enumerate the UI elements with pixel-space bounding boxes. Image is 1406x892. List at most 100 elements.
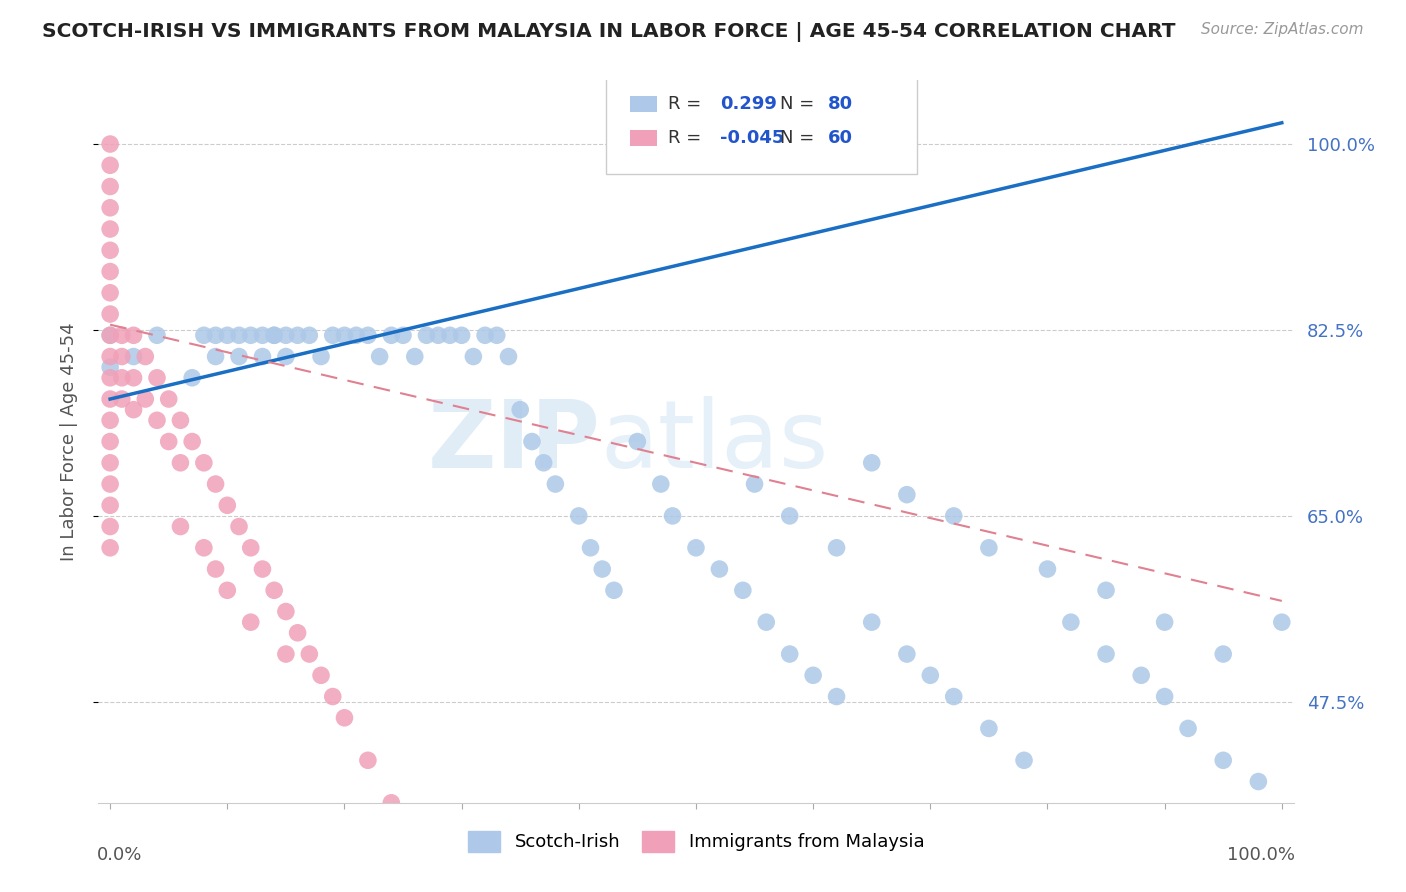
Point [193,456,215,470]
FancyBboxPatch shape [630,130,657,146]
Point [252,350,274,364]
Point [274,605,297,619]
Point [193,328,215,343]
Point [204,350,226,364]
Text: R =: R = [668,95,707,113]
Point [463,350,485,364]
Point [520,434,543,449]
Point [439,328,461,343]
Point [825,690,848,704]
Point [98,350,121,364]
Point [228,350,250,364]
Point [98,328,121,343]
Point [98,285,121,300]
Point [779,508,801,523]
Point [1212,647,1234,661]
Point [98,392,121,406]
Point [157,392,180,406]
Point [134,350,156,364]
Text: 0.0%: 0.0% [97,847,142,864]
Point [263,583,285,598]
Point [1060,615,1083,630]
Point [344,328,367,343]
Point [685,541,707,555]
Point [98,434,121,449]
Point [252,328,274,343]
Point [98,222,121,236]
Point [357,753,380,767]
Point [98,456,121,470]
Point [450,328,472,343]
Point [181,371,204,385]
Point [228,519,250,533]
Point [228,328,250,343]
Point [193,541,215,555]
Text: R =: R = [668,129,707,147]
Point [322,690,344,704]
Point [920,668,942,682]
Point [1177,722,1199,736]
Point [217,328,239,343]
Point [1271,615,1294,630]
Point [98,136,121,151]
Point [380,328,402,343]
Point [98,541,121,555]
Point [111,392,134,406]
Point [626,434,648,449]
Point [287,625,309,640]
FancyBboxPatch shape [630,96,657,112]
Point [1130,668,1153,682]
Point [744,477,766,491]
Point [309,350,332,364]
Point [1153,615,1175,630]
Point [181,434,204,449]
Point [287,328,309,343]
Point [650,477,672,491]
Point [1036,562,1059,576]
Point [98,264,121,278]
Point [98,413,121,427]
Text: SCOTCH-IRISH VS IMMIGRANTS FROM MALAYSIA IN LABOR FORCE | AGE 45-54 CORRELATION : SCOTCH-IRISH VS IMMIGRANTS FROM MALAYSIA… [42,22,1175,42]
Point [1153,690,1175,704]
Point [122,328,145,343]
Point [252,562,274,576]
Point [392,328,415,343]
Point [333,328,356,343]
Point [779,647,801,661]
Text: atlas: atlas [600,395,828,488]
Point [427,880,450,892]
Point [977,541,1000,555]
Point [498,350,520,364]
Point [122,402,145,417]
Point [98,371,121,385]
Text: N =: N = [780,129,820,147]
Point [474,328,496,343]
Point [98,360,121,375]
Point [415,328,437,343]
Point [1212,753,1234,767]
Point [239,541,262,555]
Point [263,328,285,343]
Point [380,796,402,810]
Text: Source: ZipAtlas.com: Source: ZipAtlas.com [1201,22,1364,37]
Point [1012,753,1035,767]
Point [591,562,613,576]
Point [98,244,121,258]
Point [157,434,180,449]
Point [368,350,391,364]
Point [122,371,145,385]
Point [579,541,602,555]
Point [169,456,191,470]
Point [263,328,285,343]
Point [568,508,591,523]
Text: 0.299: 0.299 [720,95,776,113]
Point [860,615,883,630]
Point [860,456,883,470]
Point [404,350,426,364]
Point [217,498,239,512]
Point [309,668,332,682]
Point [603,583,626,598]
Point [98,179,121,194]
Point [661,508,683,523]
Text: -0.045: -0.045 [720,129,785,147]
